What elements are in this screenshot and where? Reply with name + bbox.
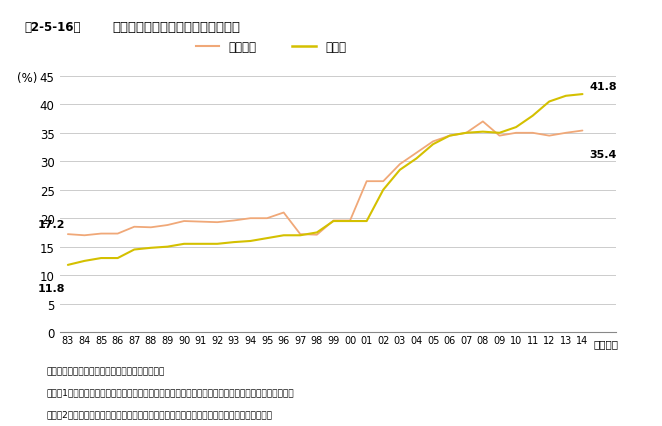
Text: 2．資本金１億円以下の企業を中小企業、資本金１億円超の企業を大企業としている。: 2．資本金１億円以下の企業を中小企業、資本金１億円超の企業を大企業としている。 — [46, 409, 272, 418]
Text: （注）1．ここでいう無借金企業とは、前期末及び当期末に金融機関からの借入れがない企業をいう。: （注）1．ここでいう無借金企業とは、前期末及び当期末に金融機関からの借入れがない… — [46, 388, 294, 397]
Legend: 中小企業, 大企業: 中小企業, 大企業 — [191, 37, 351, 59]
Text: 35.4: 35.4 — [589, 149, 617, 159]
Text: 企業規模別に見た無借金企業の割合: 企業規模別に見た無借金企業の割合 — [113, 21, 240, 34]
Text: 41.8: 41.8 — [589, 82, 617, 92]
Text: 17.2: 17.2 — [37, 219, 65, 229]
Text: 資料：財務省「法人企業統計調査年報」再編加工: 資料：財務省「法人企業統計調査年報」再編加工 — [46, 366, 165, 375]
Text: （年度）: （年度） — [594, 339, 619, 348]
Text: 11.8: 11.8 — [37, 283, 65, 293]
Text: 第2-5-16図: 第2-5-16図 — [24, 21, 81, 34]
Y-axis label: (%): (%) — [17, 72, 37, 84]
